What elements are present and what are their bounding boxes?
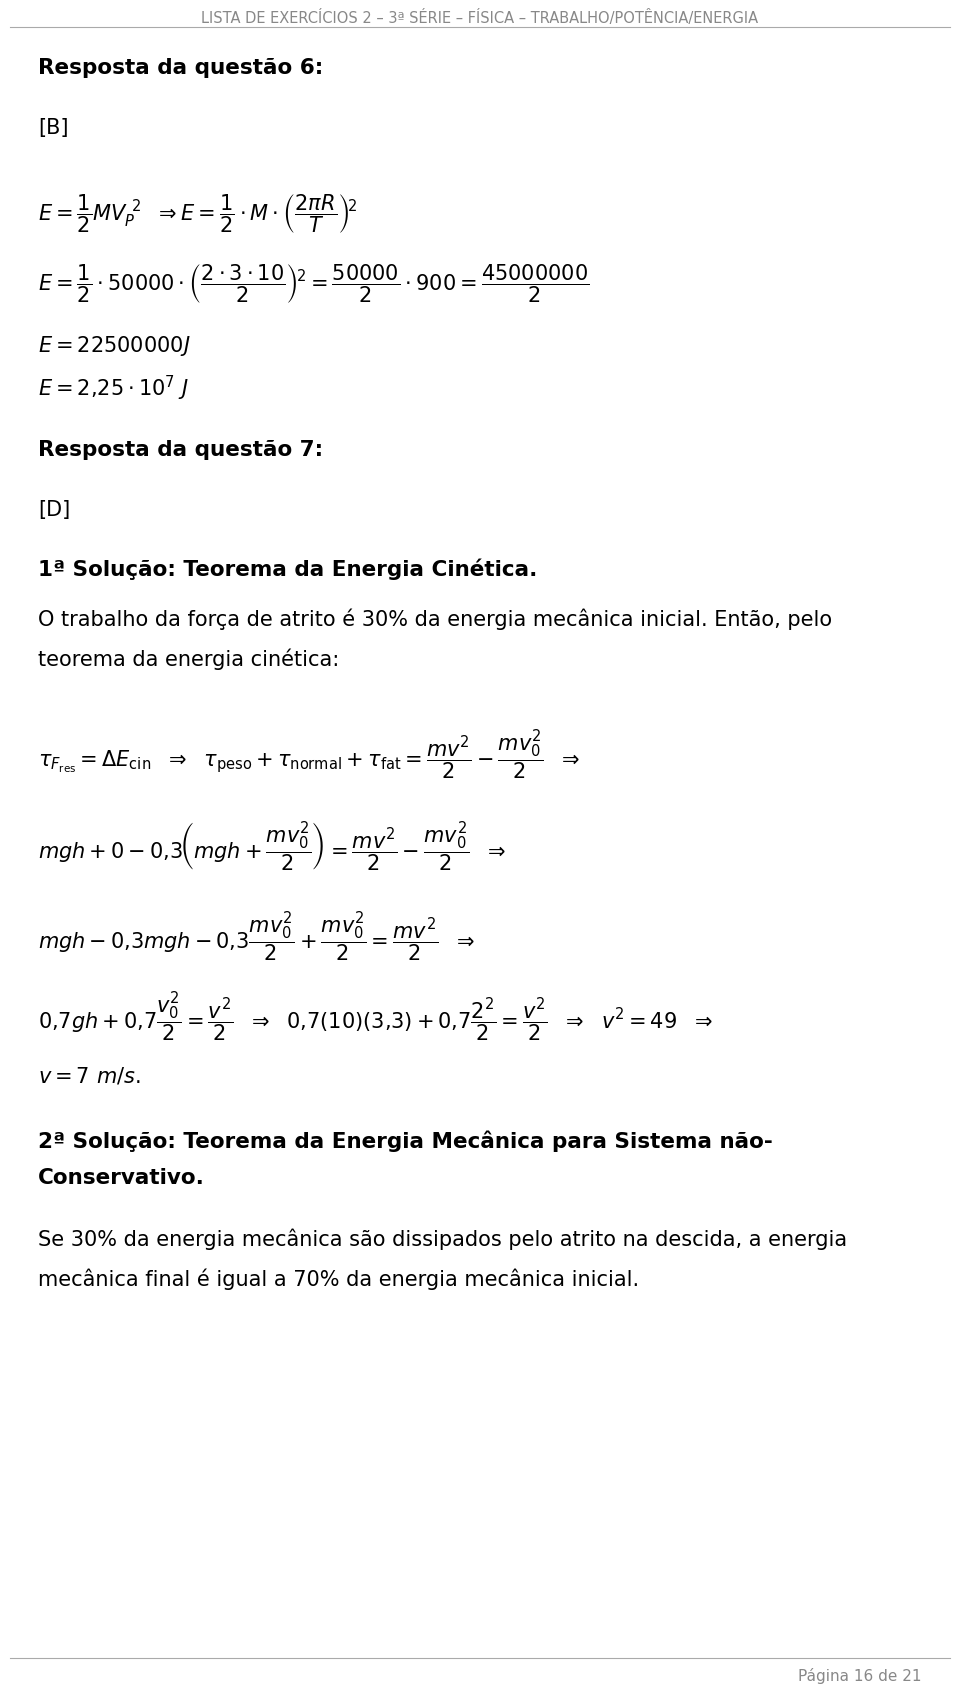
Text: LISTA DE EXERCÍCIOS 2 – 3ª SÉRIE – FÍSICA – TRABALHO/POTÊNCIA/ENERGIA: LISTA DE EXERCÍCIOS 2 – 3ª SÉRIE – FÍSIC… <box>202 10 758 25</box>
Text: $\tau_{F_{\rm res}} = \Delta E_{\rm cin}\ \ \Rightarrow\ \ \tau_{\rm peso} + \ta: $\tau_{F_{\rm res}} = \Delta E_{\rm cin}… <box>38 728 580 782</box>
Text: $E = \dfrac{1}{2}MV_P^{\ 2}\ \ \Rightarrow E = \dfrac{1}{2}\cdot M \cdot \left(\: $E = \dfrac{1}{2}MV_P^{\ 2}\ \ \Rightarr… <box>38 192 358 234</box>
Text: $0{,}7gh + 0{,}7\dfrac{v_0^2}{2} = \dfrac{v^2}{2}\ \ \Rightarrow\ \ 0{,}7(10)(3{: $0{,}7gh + 0{,}7\dfrac{v_0^2}{2} = \dfra… <box>38 989 712 1044</box>
Text: 2ª Solução: Teorema da Energia Mecânica para Sistema não-: 2ª Solução: Teorema da Energia Mecânica … <box>38 1130 773 1152</box>
Text: $v = 7\ m/s.$: $v = 7\ m/s.$ <box>38 1066 141 1086</box>
Text: Conservativo.: Conservativo. <box>38 1168 204 1188</box>
Text: $mgh - 0{,}3mgh - 0{,}3\dfrac{mv_0^2}{2} + \dfrac{mv_0^2}{2} = \dfrac{mv^2}{2}\ : $mgh - 0{,}3mgh - 0{,}3\dfrac{mv_0^2}{2}… <box>38 910 475 964</box>
Text: Resposta da questão 6:: Resposta da questão 6: <box>38 58 324 78</box>
Text: Página 16 de 21: Página 16 de 21 <box>799 1668 922 1683</box>
Text: mecânica final é igual a 70% da energia mecânica inicial.: mecânica final é igual a 70% da energia … <box>38 1268 639 1290</box>
Text: 1ª Solução: Teorema da Energia Cinética.: 1ª Solução: Teorema da Energia Cinética. <box>38 558 538 579</box>
Text: O trabalho da força de atrito é 30% da energia mecânica inicial. Então, pelo: O trabalho da força de atrito é 30% da e… <box>38 608 832 630</box>
Text: $E = 2{,}25\cdot 10^7\ J$: $E = 2{,}25\cdot 10^7\ J$ <box>38 373 189 404</box>
Text: teorema da energia cinética:: teorema da energia cinética: <box>38 648 339 670</box>
Text: [D]: [D] <box>38 501 70 519</box>
Text: $mgh + 0 - 0{,}3\!\left(mgh + \dfrac{mv_0^2}{2}\right) = \dfrac{mv^2}{2} - \dfra: $mgh + 0 - 0{,}3\!\left(mgh + \dfrac{mv_… <box>38 820 506 874</box>
Text: $E = \dfrac{1}{2}\cdot 50000 \cdot \left(\dfrac{2 \cdot 3 \cdot 10}{2}\right)^{\: $E = \dfrac{1}{2}\cdot 50000 \cdot \left… <box>38 261 589 305</box>
Text: [B]: [B] <box>38 119 68 137</box>
Text: $E = 22500000J$: $E = 22500000J$ <box>38 334 191 358</box>
Text: Resposta da questão 7:: Resposta da questão 7: <box>38 440 324 460</box>
Text: Se 30% da energia mecânica são dissipados pelo atrito na descida, a energia: Se 30% da energia mecânica são dissipado… <box>38 1229 847 1249</box>
